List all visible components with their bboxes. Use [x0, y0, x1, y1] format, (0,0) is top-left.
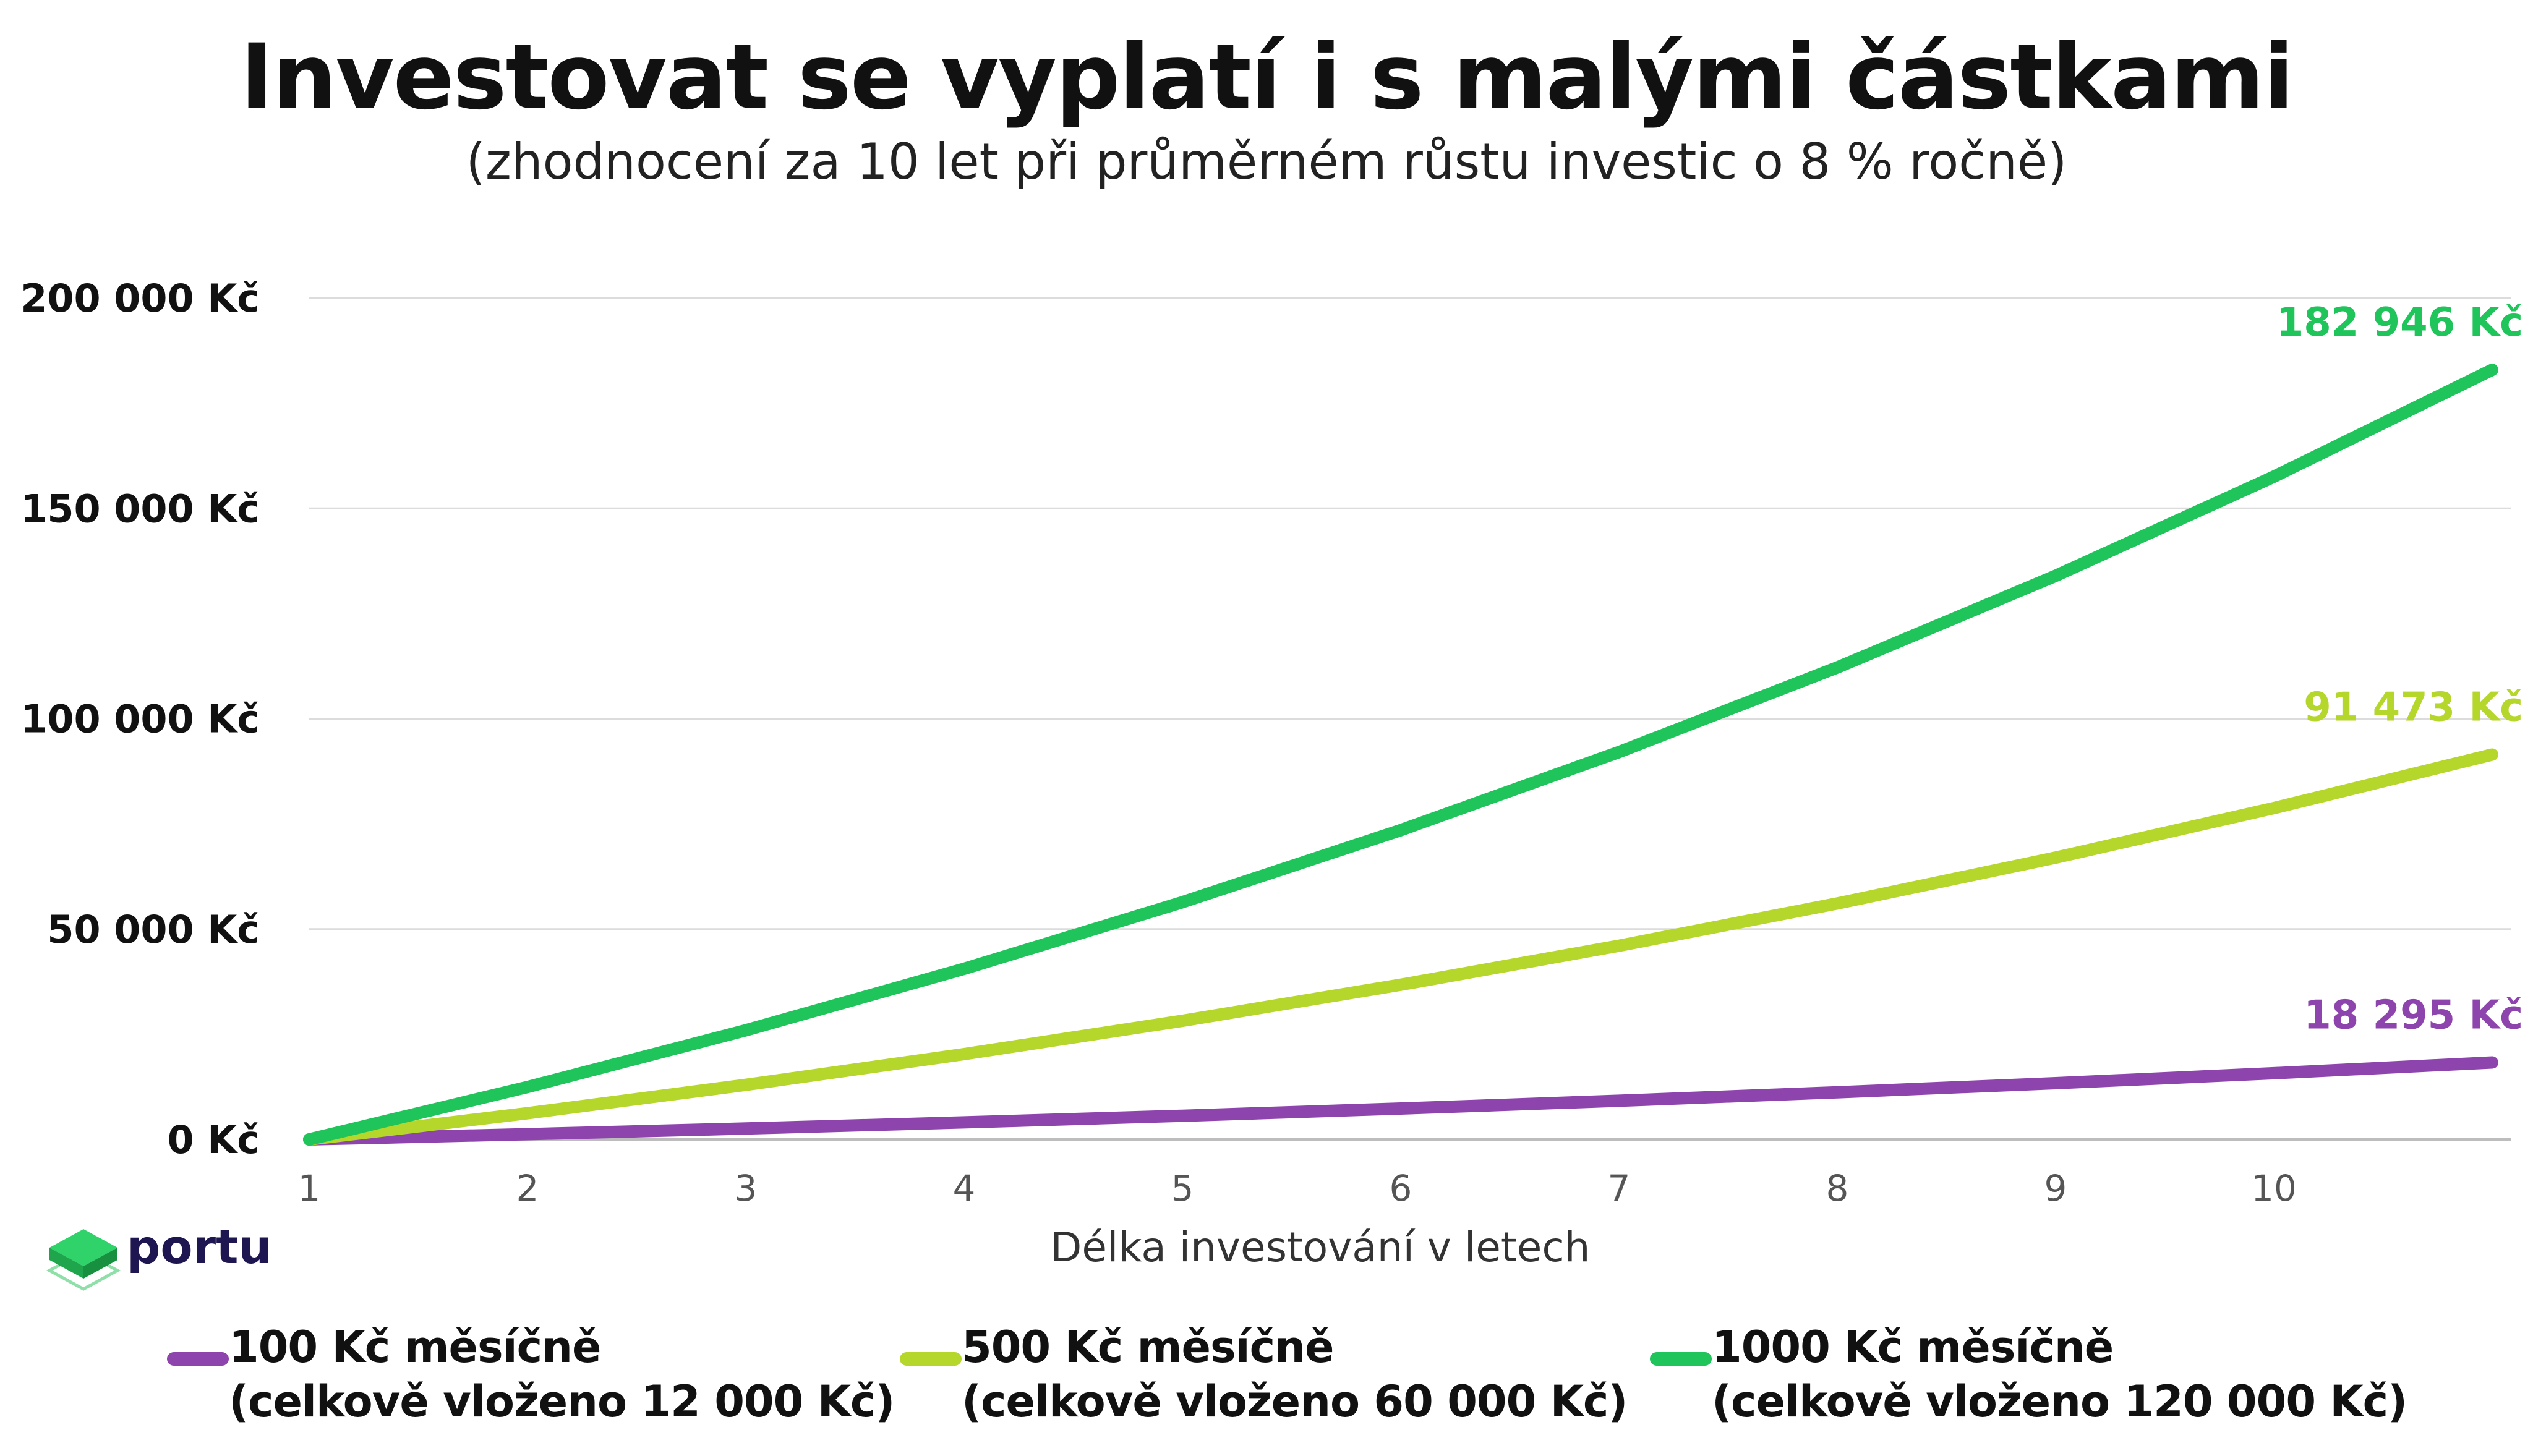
gridlines [309, 297, 2511, 1141]
logo-text: portu [127, 1219, 272, 1274]
chart-subtitle: (zhodnocení za 10 let při průměrném růst… [466, 133, 2067, 190]
series-line [303, 364, 2498, 1146]
x-axis-ticks: 1 2 3 4 5 6 7 8 9 10 [298, 1167, 2297, 1209]
y-tick-label: 100 000 Kč [20, 697, 260, 742]
legend-subname: (celkově vloženo 120 000 Kč) [1712, 1376, 2407, 1427]
legend-name: 1000 Kč měsíčně [1712, 1322, 2114, 1373]
legend-label: 1000 Kč měsíčně (celkově vloženo 120 000… [1712, 1320, 2407, 1429]
x-tick-label: 2 [516, 1167, 539, 1209]
legend-name: 500 Kč měsíčně [962, 1322, 1334, 1373]
legend-name: 100 Kč měsíčně [229, 1322, 601, 1373]
x-tick-label: 10 [2251, 1167, 2297, 1209]
portu-logo-icon [46, 1229, 121, 1291]
x-tick-label: 8 [1826, 1167, 1849, 1209]
x-tick-label: 9 [2044, 1167, 2067, 1209]
x-tick-label: 6 [1390, 1167, 1412, 1209]
end-value-label: 91 473 Kč [2304, 685, 2523, 731]
y-tick-label: 200 000 Kč [20, 276, 260, 321]
y-axis-ticks: 0 Kč 50 000 Kč 100 000 Kč 150 000 Kč 200 000… [20, 276, 260, 1162]
end-value-labels: 18 295 Kč 91 473 Kč 182 946 Kč [2276, 300, 2523, 1038]
y-tick-label: 50 000 Kč [47, 907, 260, 952]
legend-swatch [900, 1352, 962, 1366]
legend-label: 100 Kč měsíčně (celkově vloženo 12 000 K… [229, 1320, 895, 1429]
x-tick-label: 4 [953, 1167, 976, 1209]
chart-title: Investovat se vyplatí i s malými částkam… [240, 25, 2294, 130]
end-value-label: 18 295 Kč [2304, 993, 2523, 1039]
x-tick-label: 5 [1171, 1167, 1194, 1209]
x-tick-label: 3 [735, 1167, 758, 1209]
legend-swatch [167, 1352, 229, 1366]
x-tick-label: 1 [298, 1167, 321, 1209]
legend-subname: (celkově vloženo 12 000 Kč) [229, 1376, 895, 1427]
y-tick-label: 0 Kč [167, 1117, 260, 1162]
legend-subname: (celkově vloženo 60 000 Kč) [962, 1376, 1628, 1427]
legend-swatch [1650, 1352, 1712, 1366]
x-axis-label: Délka investování v letech [1051, 1224, 1591, 1271]
y-tick-label: 150 000 Kč [20, 486, 260, 531]
legend-label: 500 Kč měsíčně (celkově vloženo 60 000 K… [962, 1320, 1628, 1429]
x-tick-label: 7 [1608, 1167, 1631, 1209]
series-lines [303, 364, 2498, 1146]
series-line [303, 1056, 2498, 1146]
series-line [303, 748, 2498, 1146]
end-value-label: 182 946 Kč [2276, 300, 2523, 346]
